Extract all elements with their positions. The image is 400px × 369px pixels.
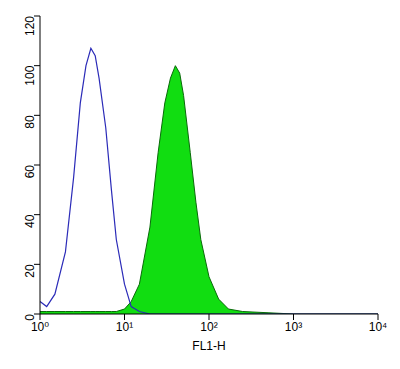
svg-text:60: 60 [23, 165, 37, 179]
svg-text:0: 0 [23, 314, 37, 321]
svg-text:10²: 10² [200, 320, 217, 334]
svg-text:10³: 10³ [285, 320, 302, 334]
svg-text:80: 80 [23, 115, 37, 129]
svg-text:FL1-H: FL1-H [192, 339, 225, 353]
svg-text:10¹: 10¹ [116, 320, 133, 334]
svg-text:20: 20 [23, 264, 37, 278]
svg-text:40: 40 [23, 214, 37, 228]
svg-text:100: 100 [23, 65, 37, 85]
svg-text:10⁰: 10⁰ [30, 319, 50, 334]
svg-text:10⁴: 10⁴ [369, 320, 388, 334]
svg-text:120: 120 [23, 16, 37, 36]
